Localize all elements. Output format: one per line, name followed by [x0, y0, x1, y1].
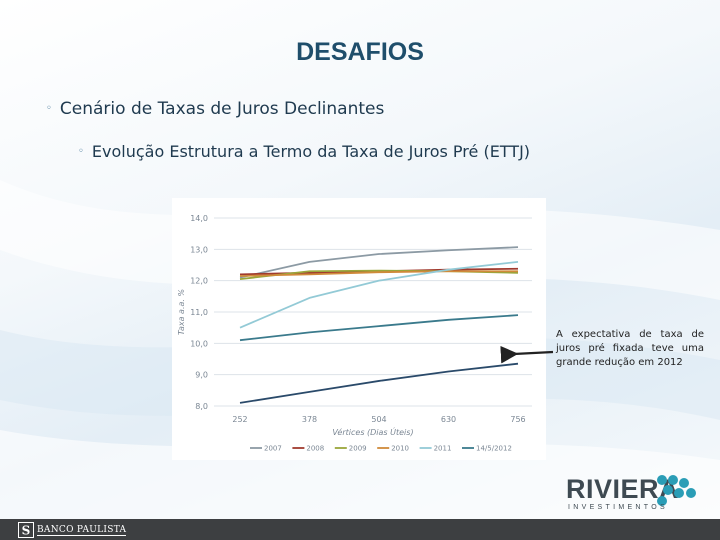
- y-axis-title: Taxa a.a. %: [177, 289, 186, 335]
- bullet-ring-icon: ◦: [46, 103, 52, 114]
- bullet-level2: ◦ Evolução Estrutura a Termo da Taxa de J…: [78, 142, 530, 161]
- legend-entry: 2010: [391, 445, 409, 453]
- footer-brand-text: BANCO PAULISTA: [37, 524, 127, 536]
- legend-entry: 2011: [434, 445, 452, 453]
- legend-entry: 2007: [264, 445, 282, 453]
- bullet-level1-text: Cenário de Taxas de Juros Declinantes: [59, 99, 385, 119]
- bullet-level1: ◦ Cenário de Taxas de Juros Declinantes: [46, 99, 384, 119]
- x-axis-title: Vértices (Dias Úteis): [332, 426, 413, 437]
- bank-s-logo-icon: S: [18, 522, 34, 538]
- x-tick-label: 630: [441, 415, 456, 424]
- yield-curve-chart: 8,0 9,0 10,0 11,0 12,0 13,0 14,0 252 378 504 630 75…: [172, 198, 546, 460]
- y-tick-label: 9,0: [195, 371, 208, 380]
- legend-entry: 14/5/2012: [476, 445, 512, 453]
- y-tick-label: 14,0: [190, 214, 208, 223]
- y-tick-label: 13,0: [190, 245, 208, 254]
- logo-dots-icon: [657, 475, 696, 506]
- legend-entry: 2009: [349, 445, 367, 453]
- bullet-level2-text: Evolução Estrutura a Termo da Taxa de Ju…: [91, 142, 531, 161]
- series-line-5: [239, 314, 519, 342]
- y-tick-label: 10,0: [190, 339, 208, 348]
- chart-canvas: 8,0 9,0 10,0 11,0 12,0 13,0 14,0 252 378 504 630 75…: [177, 214, 532, 453]
- series-line-6: [239, 362, 519, 404]
- annotation-text: A expectativa de taxa de juros pré fixad…: [556, 329, 704, 368]
- legend-entry: 2008: [306, 445, 324, 453]
- y-tick-label: 12,0: [190, 277, 208, 286]
- slide-title: DESAFIOS: [296, 38, 424, 66]
- series-line-0: [239, 246, 519, 279]
- footer-bar: [0, 519, 720, 540]
- riviera-logo: RIVIERA INVESTIMENTOS: [566, 474, 706, 514]
- y-tick-label: 11,0: [190, 308, 208, 317]
- footer-brand: S BANCO PAULISTA: [18, 522, 127, 538]
- series-line-4: [239, 260, 519, 329]
- x-tick-label: 756: [510, 415, 525, 424]
- x-tick-label: 504: [371, 415, 386, 424]
- x-tick-label: 378: [302, 415, 317, 424]
- series-line-3: [239, 270, 518, 277]
- y-tick-label: 8,0: [195, 402, 208, 411]
- bullet-ring-icon: ◦: [78, 146, 84, 157]
- x-tick-label: 252: [232, 415, 247, 424]
- logo-subtitle: INVESTIMENTOS: [568, 504, 668, 511]
- svg-text:S: S: [22, 524, 31, 538]
